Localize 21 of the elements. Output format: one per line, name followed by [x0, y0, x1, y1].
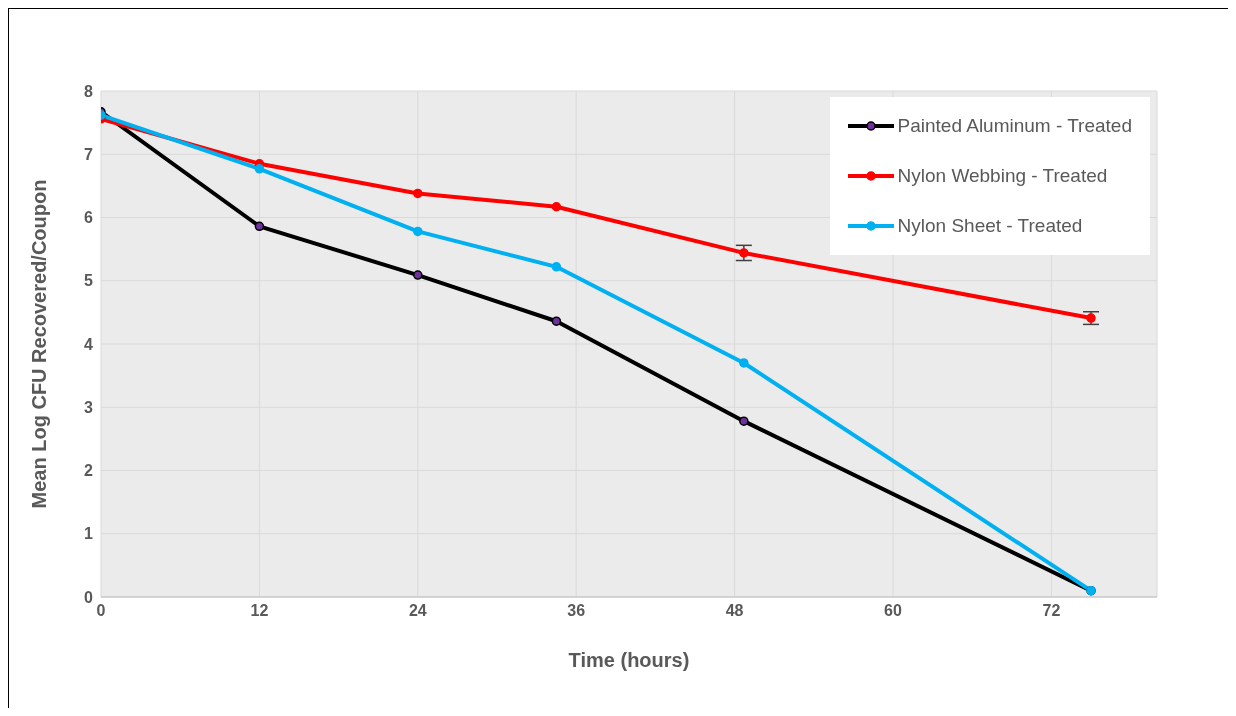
- y-tick-label: 0: [84, 588, 94, 606]
- x-tick-label: 12: [250, 602, 269, 620]
- y-tick-label: 1: [84, 525, 94, 543]
- x-tick-label: 72: [1042, 602, 1061, 620]
- legend-label: Nylon Sheet - Treated: [897, 215, 1083, 237]
- y-tick-label: 3: [84, 398, 94, 416]
- x-tick-label: 60: [884, 602, 902, 620]
- y-tick-label: 7: [84, 145, 94, 163]
- x-tick-label: 36: [567, 602, 586, 620]
- legend-label: Nylon Webbing - Treated: [897, 165, 1108, 187]
- legend-label: Painted Aluminum - Treated: [897, 115, 1132, 137]
- y-tick-label: 8: [84, 82, 94, 100]
- y-tick-label: 4: [84, 335, 94, 353]
- x-tick-label: 24: [408, 602, 427, 620]
- x-tick-label: 0: [96, 602, 106, 620]
- x-axis-title: Time (hours): [568, 649, 690, 671]
- y-tick-label: 5: [84, 272, 94, 290]
- y-tick-label: 2: [84, 462, 94, 480]
- y-tick-label: 6: [84, 209, 94, 227]
- y-axis-title: Mean Log CFU Recovered/Coupon: [28, 179, 51, 509]
- x-tick-label: 48: [725, 602, 744, 620]
